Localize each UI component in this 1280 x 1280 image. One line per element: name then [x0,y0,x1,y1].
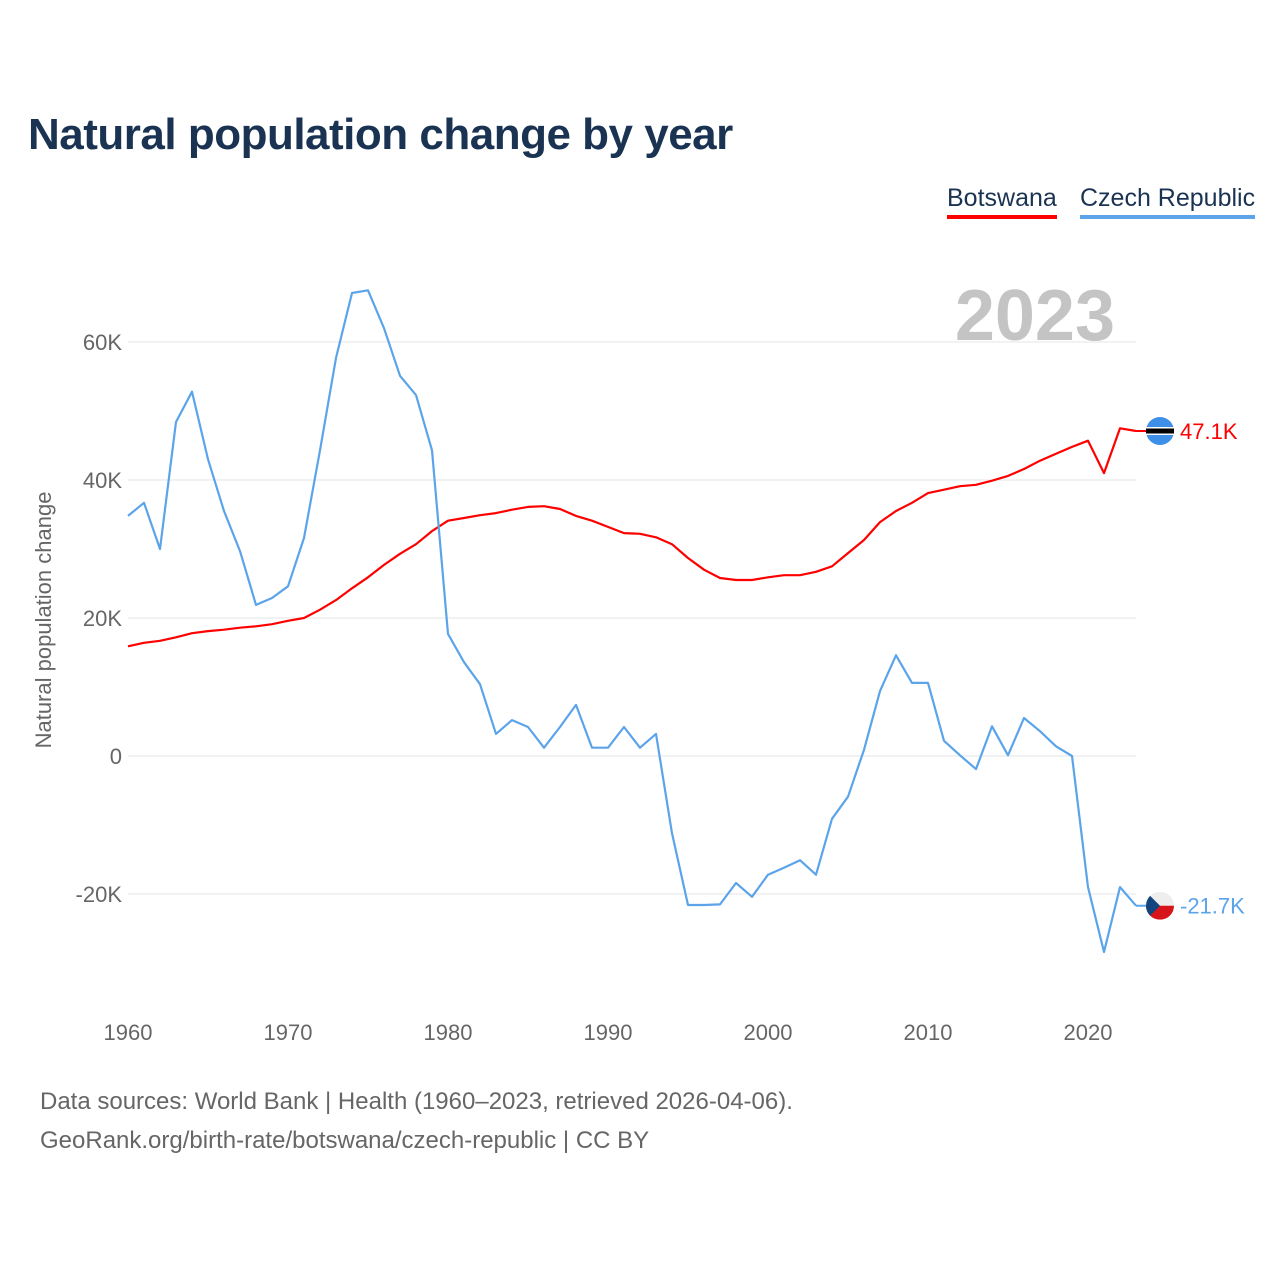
x-tick-label: 1980 [424,1020,473,1045]
year-label: 2023 [955,276,1115,356]
end-value-label: -21.7K [1180,894,1245,919]
czech-flag-icon [1146,891,1174,920]
legend-botswana[interactable]: Botswana [947,184,1057,219]
x-tick-label: 1990 [584,1020,633,1045]
botswana-flag-band [1146,428,1174,434]
x-tick-label: 1970 [264,1020,313,1045]
y-tick-label: 60K [83,330,122,355]
series-line-czech-republic [127,289,1137,954]
y-tick-label: 0 [110,744,122,769]
y-tick-label: -20K [76,882,123,907]
y-tick-label: 40K [83,468,122,493]
end-value-label: 47.1K [1180,419,1238,444]
series-line-botswana [127,427,1137,648]
chart-title: Natural population change by year [28,110,733,159]
legend-czech-republic[interactable]: Czech Republic [1080,184,1256,219]
footer-sources: Data sources: World Bank | Health (1960–… [40,1088,793,1115]
footer-link[interactable]: GeoRank.org/birth-rate/botswana/czech-re… [40,1127,650,1154]
y-axis-label: Natural population change [31,492,56,749]
x-tick-label: 2000 [744,1020,793,1045]
x-tick-label: 2020 [1064,1020,1113,1045]
x-tick-label: 1960 [104,1020,153,1045]
x-tick-label: 2010 [904,1020,953,1045]
y-tick-label: 20K [83,606,122,631]
